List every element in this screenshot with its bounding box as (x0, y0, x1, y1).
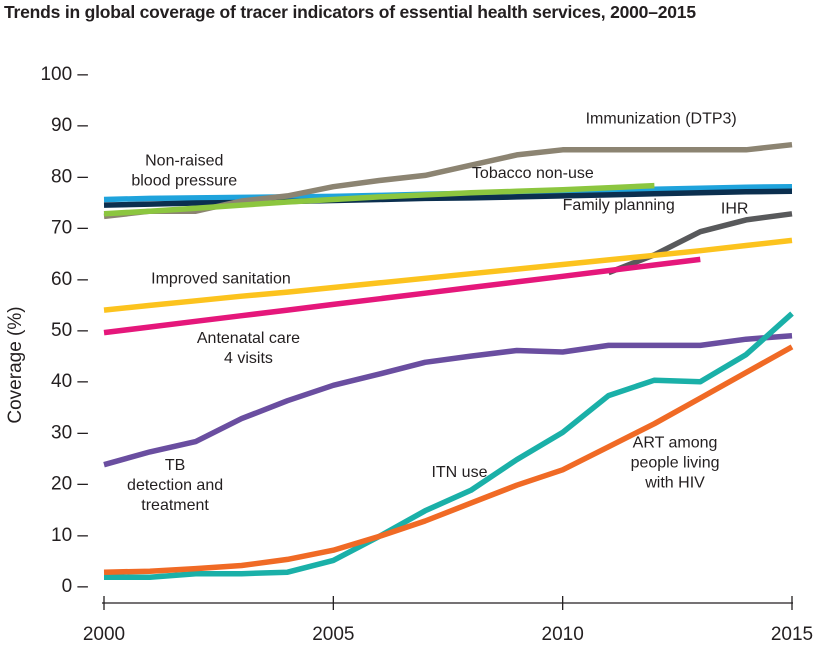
series-line-family-planning (103, 188, 793, 208)
y-tick-label-70: 70 – (51, 218, 88, 239)
y-tick-label-30: 30 – (51, 422, 88, 443)
series-label-9: ART among people living with HIV (631, 434, 720, 491)
y-tick-label-80: 80 – (51, 166, 88, 187)
series-label-line: detection and (127, 477, 223, 494)
series-line-tobacco-non-use (103, 182, 655, 217)
series-label-3: Family planning (563, 197, 675, 214)
series-label-6: Antenatal care 4 visits (197, 330, 300, 367)
series-line-improved-sanitation (103, 237, 793, 313)
series-label-4: IHR (721, 200, 749, 217)
series-line-tb-detection-and-treatment (103, 332, 793, 468)
y-tick-label-50: 50 – (51, 320, 88, 341)
series-label-line: TB (165, 457, 185, 474)
y-tick-label-40: 40 – (51, 371, 88, 392)
series-label-line: treatment (141, 497, 209, 514)
series-label-line: Immunization (DTP3) (586, 111, 737, 128)
y-tick-label-10: 10 – (51, 525, 88, 546)
y-tick-label-90: 90 – (51, 115, 88, 136)
series-label-2: Tobacco non-use (472, 165, 594, 182)
series-label-line: people living (631, 454, 720, 471)
y-tick-label-0: 0 – (62, 576, 89, 597)
y-tick-label-60: 60 – (51, 269, 88, 290)
series-line-art-among-people-living-with-hiv (103, 344, 794, 575)
x-tick-label-2010: 2010 (542, 624, 584, 645)
series-label-8: ITN use (431, 464, 487, 481)
x-tick-label-2005: 2005 (312, 624, 354, 645)
y-tick-label-100: 100 – (40, 64, 88, 85)
series-line-antenatal-care-4-visits (103, 256, 701, 336)
y-axis-title: Coverage (%) (5, 306, 26, 423)
series-label-line: Improved sanitation (151, 270, 291, 287)
series-label-line: ART among (633, 434, 718, 451)
series-line-ihr (607, 211, 793, 276)
series-label-line: Antenatal care (197, 330, 300, 347)
series-label-line: Family planning (563, 197, 675, 214)
series-label-line: blood pressure (131, 173, 237, 190)
chart-title: Trends in global coverage of tracer indi… (4, 2, 696, 22)
x-tick-label-2000: 2000 (83, 624, 125, 645)
series-label-7: TB detection and treatment (127, 457, 223, 514)
series-label-5: Improved sanitation (151, 270, 291, 287)
series-label-line: IHR (721, 200, 749, 217)
x-tick-label-2015: 2015 (771, 624, 813, 645)
series-label-1: Non-raised blood pressure (131, 153, 237, 190)
series-label-line: 4 visits (224, 350, 273, 367)
series-label-line: Tobacco non-use (472, 165, 594, 182)
series-line-itn-use (104, 311, 794, 581)
series-label-line: with HIV (644, 474, 705, 491)
y-tick-label-20: 20 – (51, 474, 88, 495)
series-label-0: Immunization (DTP3) (586, 111, 737, 128)
series-label-line: Non-raised (145, 153, 223, 170)
series-label-line: ITN use (431, 464, 487, 481)
